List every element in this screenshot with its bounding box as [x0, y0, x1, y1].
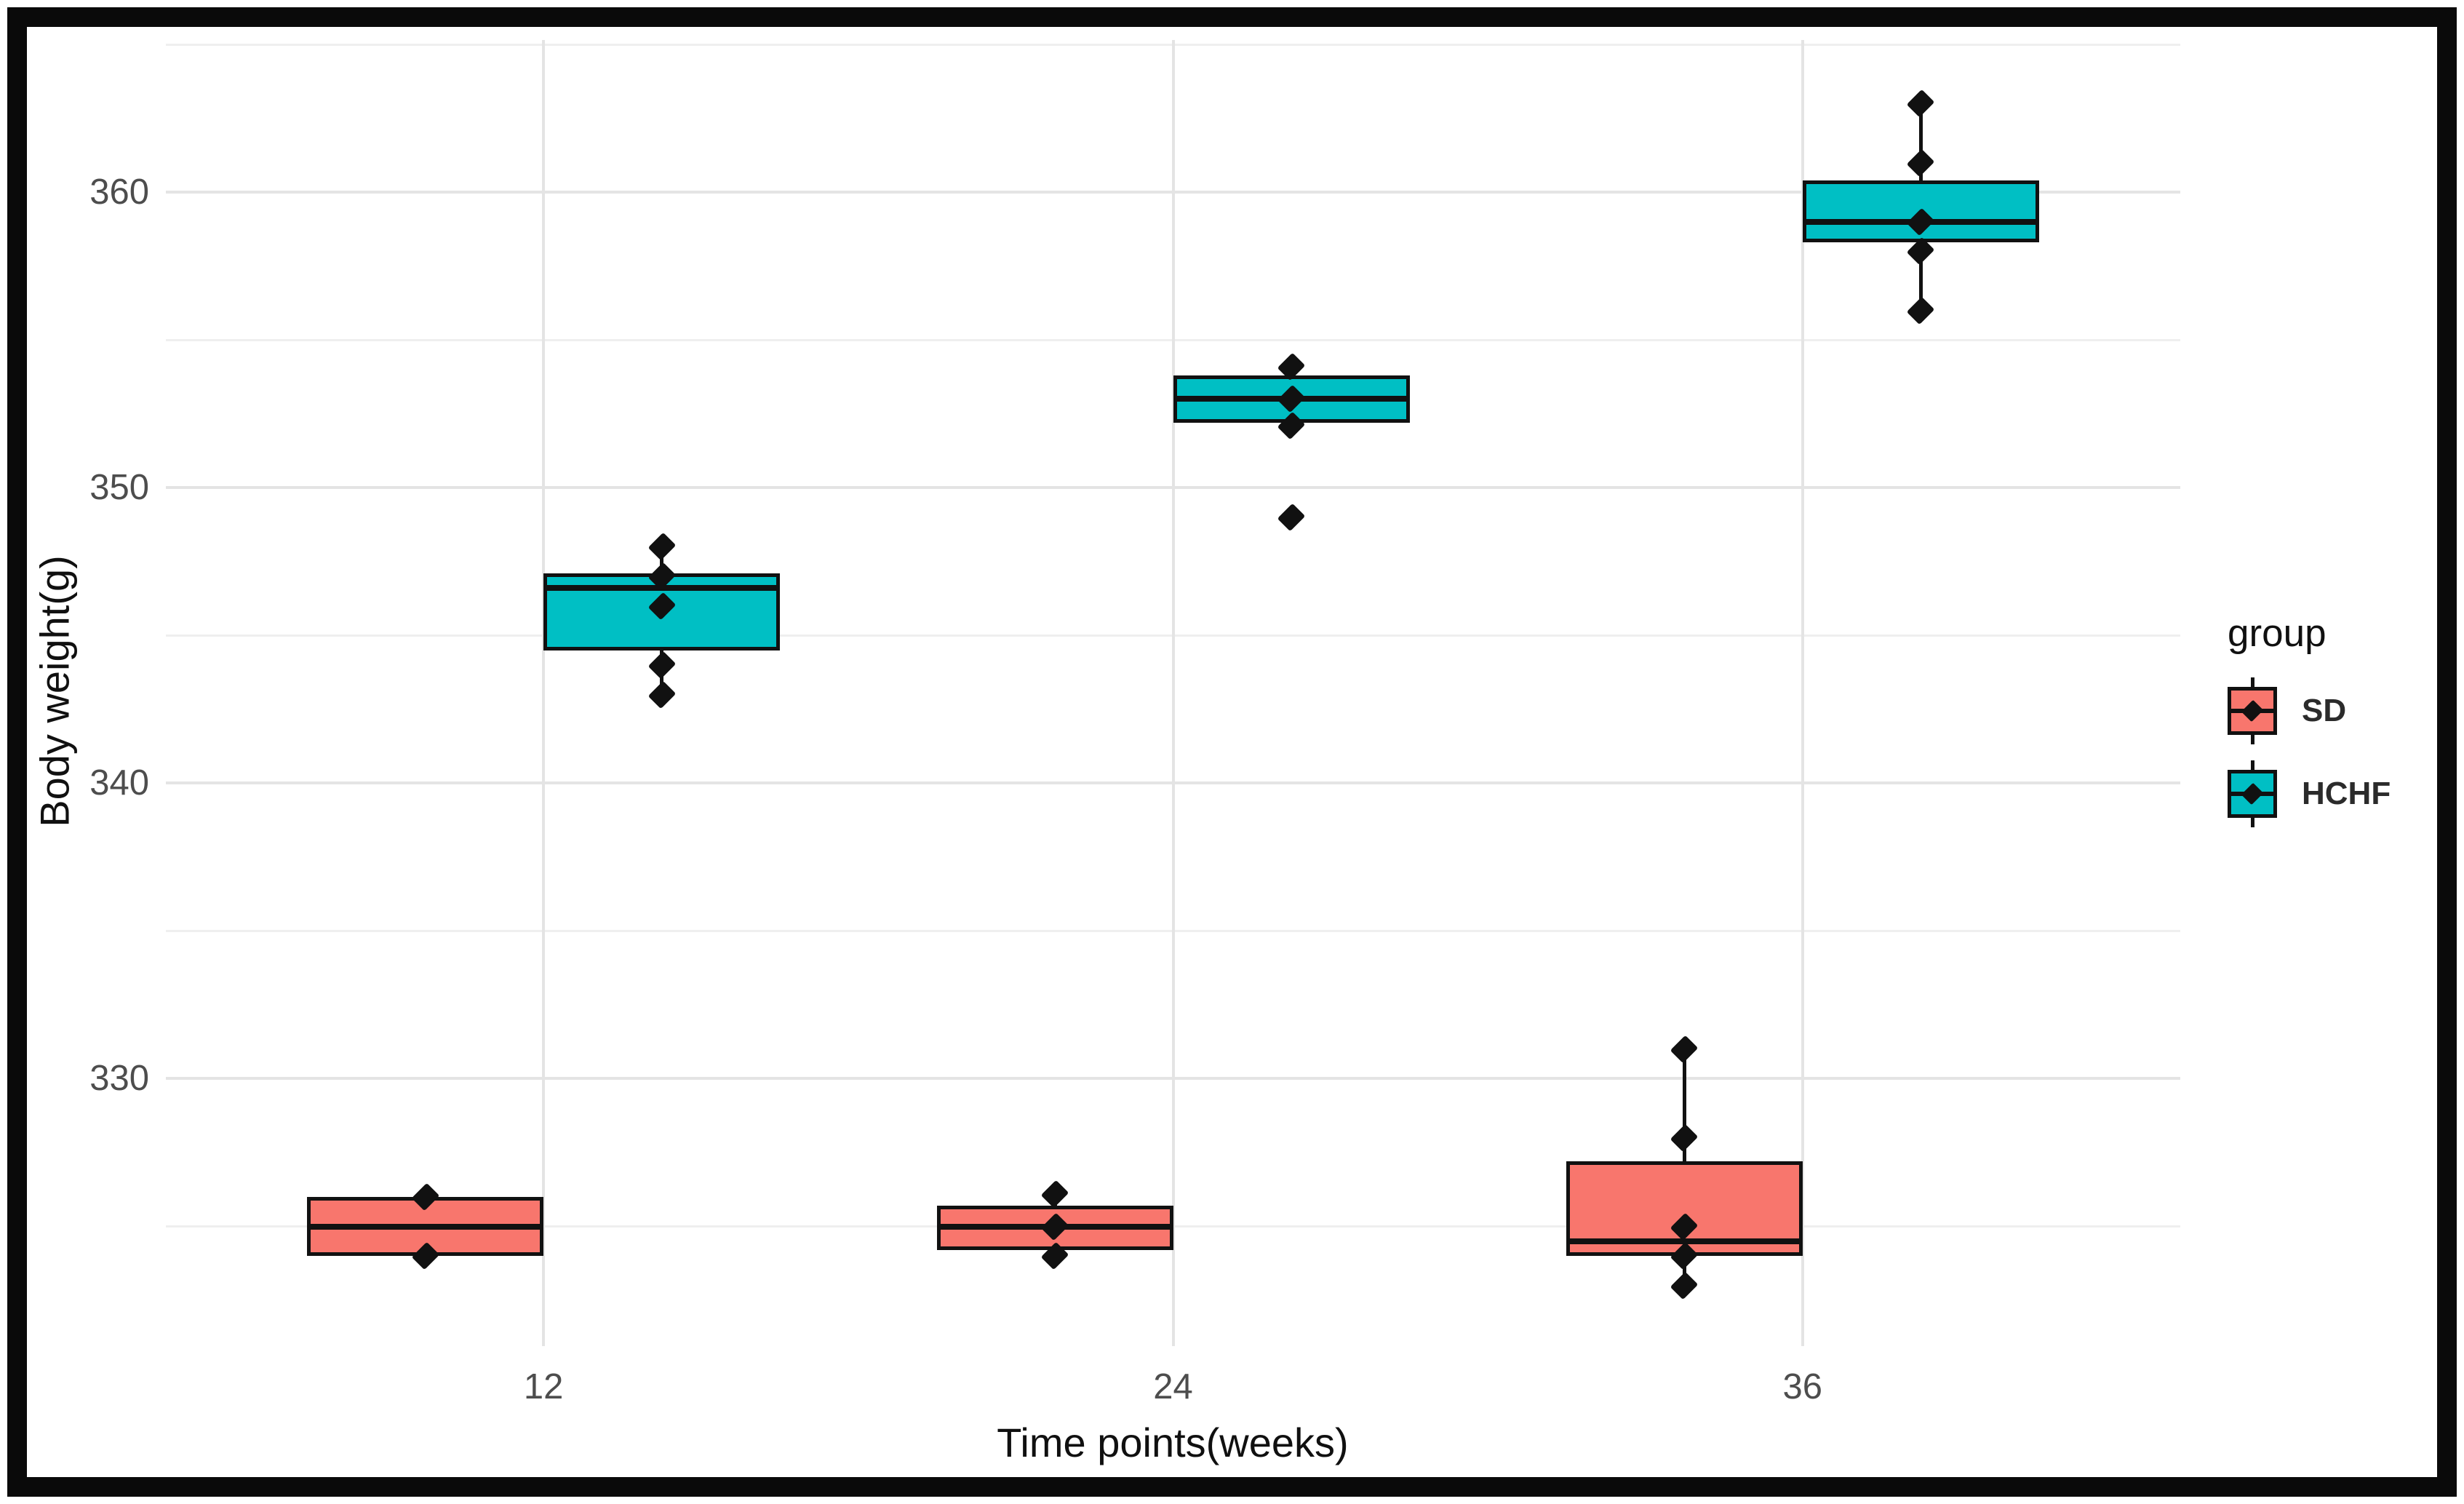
HCHF-12-data-point-4	[647, 680, 676, 709]
x-tick-label-24: 24	[1153, 1367, 1193, 1406]
hchf-boxplot-key-icon	[2228, 760, 2277, 827]
x-tick-label-36: 36	[1782, 1367, 1823, 1406]
x-axis-title: Time points(weeks)	[997, 1420, 1349, 1465]
legend-label-sd: SD	[2302, 693, 2347, 728]
SD-36-data-point-0	[1670, 1035, 1699, 1064]
HCHF-36-data-point-1	[1907, 148, 1935, 177]
y-tick-label-360: 360	[89, 172, 149, 212]
HCHF-12-data-point-0	[647, 533, 676, 561]
SD-36-data-point-4	[1670, 1271, 1699, 1300]
SD-36-data-point-1	[1670, 1123, 1699, 1152]
SD-12-median-line	[307, 1223, 544, 1230]
major-gridline-x-36	[1801, 40, 1804, 1346]
major-gridline-x-12	[542, 40, 546, 1346]
sd-boxplot-key-icon	[2228, 677, 2277, 744]
legend-label-hchf: HCHF	[2302, 776, 2391, 811]
legend-title: group	[2228, 612, 2327, 655]
HCHF-24-data-point-3	[1277, 503, 1306, 532]
x-tick-label-12: 12	[523, 1367, 564, 1406]
HCHF-12-data-point-3	[647, 650, 676, 680]
HCHF-36-data-point-4	[1907, 296, 1935, 325]
SD-36-median-line	[1566, 1238, 1803, 1244]
SD-24-data-point-0	[1040, 1179, 1069, 1209]
y-tick-label-340: 340	[89, 763, 149, 803]
HCHF-36-data-point-0	[1907, 89, 1935, 118]
major-gridline-x-24	[1171, 40, 1175, 1346]
legend-item-sd: SD	[2228, 677, 2460, 744]
y-tick-label-330: 330	[89, 1059, 149, 1099]
y-tick-label-350: 350	[89, 468, 149, 508]
legend: group SD HCHF	[2228, 611, 2460, 843]
legend-item-hchf: HCHF	[2228, 760, 2460, 827]
plot-panel	[166, 40, 2180, 1346]
